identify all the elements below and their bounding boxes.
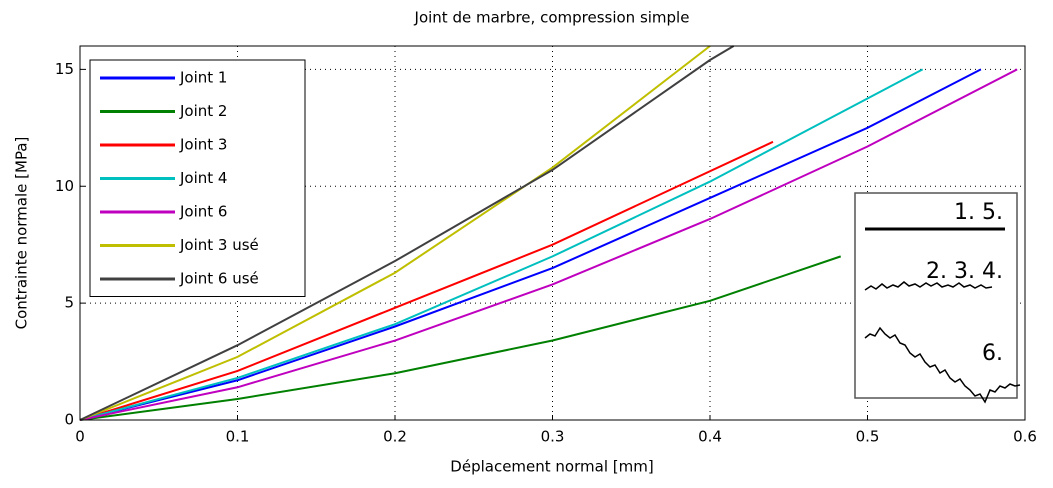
x-axis-label: Déplacement normal [mm] xyxy=(450,458,653,476)
y-tick-label: 10 xyxy=(55,177,74,195)
series-line xyxy=(79,45,711,421)
legend-label: Joint 6 xyxy=(179,203,227,221)
inset-box xyxy=(854,192,1018,399)
x-tick-label: 0.1 xyxy=(226,428,250,446)
x-tick-label: 0.3 xyxy=(541,428,565,446)
plot-frame xyxy=(79,45,1026,421)
y-tick-label: 0 xyxy=(64,411,74,429)
legend-label: Joint 2 xyxy=(179,102,227,120)
y-tick-label: 15 xyxy=(55,60,74,78)
legend-label: Joint 3 usé xyxy=(179,236,259,254)
x-tick-label: 0.5 xyxy=(856,428,880,446)
x-tick-label: 0.6 xyxy=(1013,428,1037,446)
x-tick-label: 0.2 xyxy=(383,428,407,446)
x-tick-label: 0.4 xyxy=(698,428,722,446)
profile-rough xyxy=(864,326,1021,404)
series-line xyxy=(79,45,735,421)
series-line xyxy=(79,255,842,421)
legend-label: Joint 3 xyxy=(179,136,227,154)
chart-title: Joint de marbre, compression simple xyxy=(414,9,690,27)
y-axis-label: Contrainte normale [MPa] xyxy=(13,137,31,330)
series-line xyxy=(79,68,1018,421)
series-line xyxy=(79,140,774,421)
inset-label: 6. xyxy=(982,341,1003,366)
series-line xyxy=(79,68,982,421)
legend: Joint 1 Joint 2 Joint 3 Joint 4 Joint 6 Joint… xyxy=(89,59,306,297)
x-tick-label: 0 xyxy=(75,428,85,446)
profile-inset: 1. 5. 2. 3. 4. 6. xyxy=(854,192,1021,404)
legend-label: Joint 1 xyxy=(179,69,227,87)
series-line xyxy=(79,68,924,421)
inset-label: 1. 5. xyxy=(954,200,1003,225)
legend-label: Joint 4 xyxy=(179,169,227,187)
legend-label: Joint 6 usé xyxy=(179,270,259,288)
inset-label: 2. 3. 4. xyxy=(926,259,1003,284)
y-tick-label: 5 xyxy=(64,294,74,312)
profile-wavy xyxy=(864,281,993,291)
